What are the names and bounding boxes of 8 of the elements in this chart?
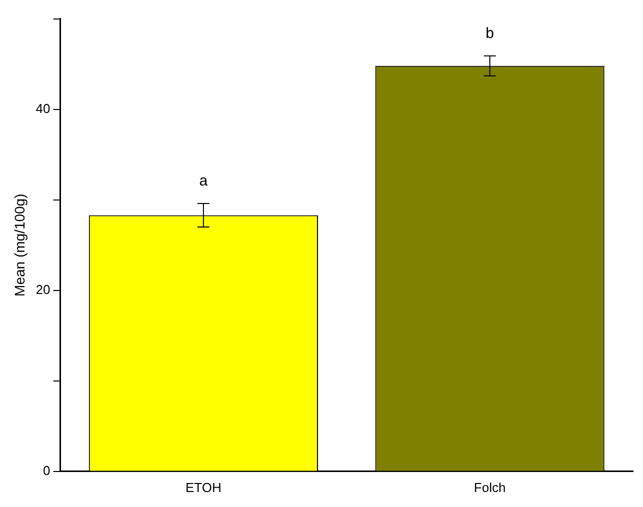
x-tick-label: Folch [474, 480, 506, 495]
annotation: a [199, 172, 208, 190]
y-tick-label: 0 [43, 462, 50, 478]
y-axis-title: Mean (mg/100g) [11, 194, 28, 296]
annotation: b [486, 25, 494, 42]
y-tick-label: 20 [36, 282, 50, 297]
x-tick-label: ETOH [186, 480, 222, 495]
y-tick-label: 40 [36, 100, 50, 116]
